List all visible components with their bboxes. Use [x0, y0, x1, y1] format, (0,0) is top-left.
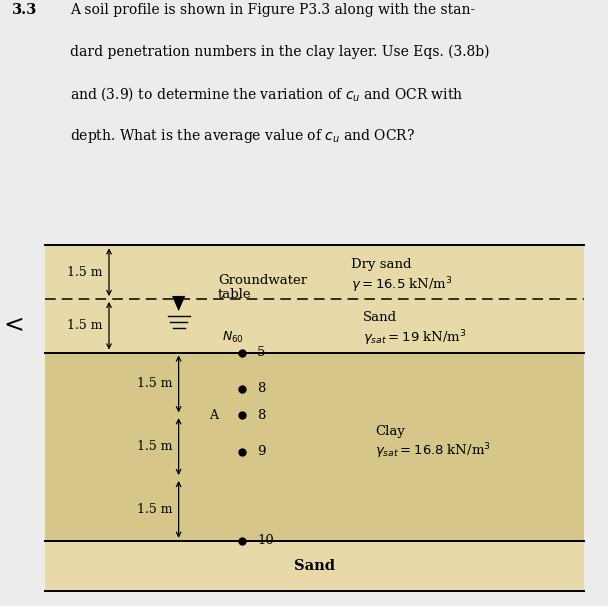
Text: 1.5 m: 1.5 m — [137, 503, 173, 516]
Text: Sand: Sand — [294, 559, 336, 573]
Text: Clay: Clay — [375, 425, 406, 438]
Text: A soil profile is shown in Figure P3.3 along with the stan-: A soil profile is shown in Figure P3.3 a… — [70, 3, 475, 17]
Text: and (3.9) to determine the variation of $c_u$ and OCR with: and (3.9) to determine the variation of … — [70, 85, 463, 103]
Bar — [46, 353, 584, 541]
Text: table: table — [218, 288, 252, 301]
Text: 1.5 m: 1.5 m — [137, 440, 173, 453]
Text: 1.5 m: 1.5 m — [67, 319, 103, 332]
Text: $\gamma_{sat} = 16.8$ kN/m$^3$: $\gamma_{sat} = 16.8$ kN/m$^3$ — [375, 442, 491, 461]
Text: 8: 8 — [257, 382, 266, 395]
Text: 8: 8 — [257, 409, 266, 422]
Bar — [46, 245, 584, 299]
Bar — [46, 541, 584, 591]
Text: $N_{60}$: $N_{60}$ — [222, 330, 244, 345]
Text: $\gamma_{sat} = 19$ kN/m$^3$: $\gamma_{sat} = 19$ kN/m$^3$ — [364, 328, 467, 348]
Text: 1.5 m: 1.5 m — [67, 265, 103, 279]
Text: depth. What is the average value of $c_u$ and OCR?: depth. What is the average value of $c_u… — [70, 127, 415, 145]
Text: dard penetration numbers in the clay layer. Use Eqs. (3.8b): dard penetration numbers in the clay lay… — [70, 44, 489, 59]
Text: 10: 10 — [257, 534, 274, 547]
Text: $\gamma = 16.5$ kN/m$^3$: $\gamma = 16.5$ kN/m$^3$ — [351, 276, 453, 295]
Text: Groundwater: Groundwater — [218, 275, 307, 287]
Text: 3.3: 3.3 — [12, 3, 37, 17]
Text: <: < — [3, 315, 24, 338]
Text: Sand: Sand — [364, 311, 398, 324]
Polygon shape — [172, 296, 185, 311]
Text: 1.5 m: 1.5 m — [137, 378, 173, 390]
Text: 9: 9 — [257, 445, 266, 458]
Bar — [46, 299, 584, 353]
Text: Dry sand: Dry sand — [351, 258, 412, 271]
Text: 5: 5 — [257, 346, 266, 359]
Text: A: A — [209, 409, 218, 422]
